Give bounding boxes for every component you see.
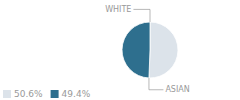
annotation-line xyxy=(149,78,163,90)
legend-swatch xyxy=(51,90,59,98)
legend-item: 49.4% xyxy=(51,89,91,99)
chart: WHITE ASIAN 50.6% 49.4% xyxy=(0,0,240,100)
annotations: WHITE ASIAN xyxy=(105,5,190,94)
legend-label: 49.4% xyxy=(62,89,91,99)
pie-slice xyxy=(122,22,150,78)
legend-item: 50.6% xyxy=(3,89,43,99)
annotation-line xyxy=(133,9,150,22)
legend-swatch xyxy=(3,90,11,98)
annotation: WHITE xyxy=(105,5,131,14)
annotation: ASIAN xyxy=(165,85,189,94)
pie-slice xyxy=(149,22,178,78)
legend-label: 50.6% xyxy=(14,89,43,99)
legend: 50.6% 49.4% xyxy=(3,89,91,99)
pie xyxy=(122,22,178,78)
